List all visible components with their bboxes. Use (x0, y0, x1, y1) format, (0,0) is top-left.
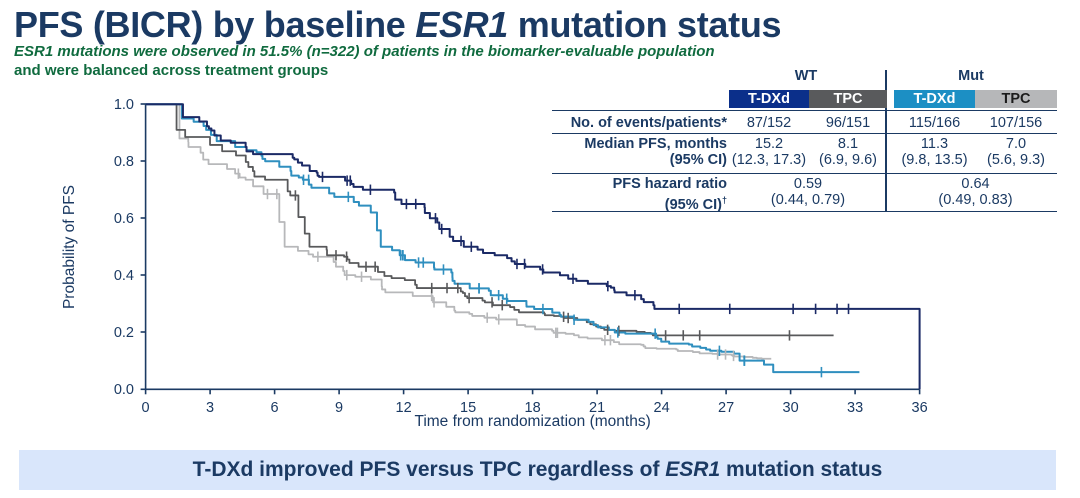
svg-text:0.0: 0.0 (114, 382, 134, 398)
svg-text:0.4: 0.4 (114, 268, 134, 284)
svg-text:0.6: 0.6 (114, 211, 134, 227)
svg-text:0.2: 0.2 (114, 325, 134, 341)
svg-text:0.8: 0.8 (114, 154, 134, 170)
svg-text:1.0: 1.0 (114, 97, 134, 113)
